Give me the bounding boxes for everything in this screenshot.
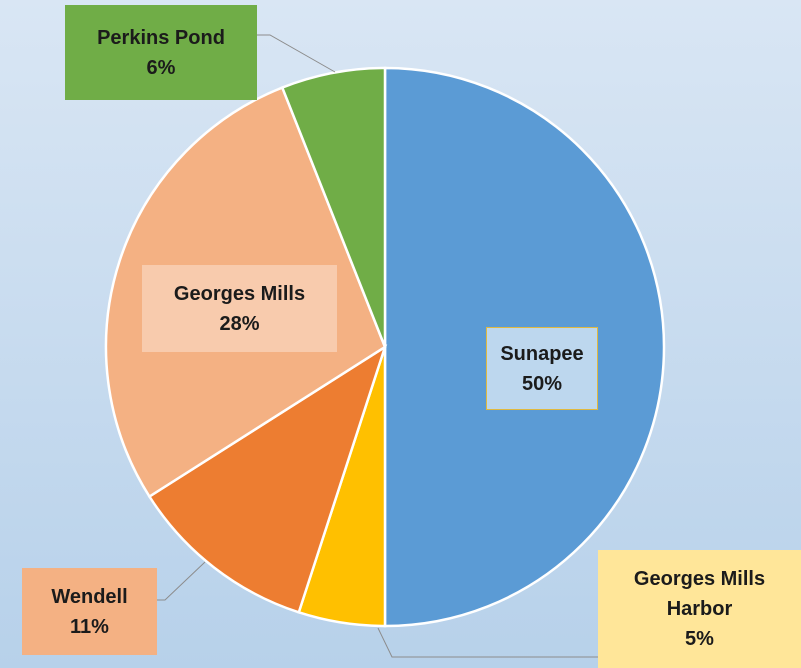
- leader-line: [377, 627, 598, 658]
- data-label: Perkins Pond 6%: [65, 5, 257, 100]
- data-label: Georges Mills Harbor 5%: [598, 550, 801, 668]
- category-label: Perkins Pond: [97, 26, 225, 49]
- pie-slice: [147, 344, 388, 614]
- category-label: Georges Mills: [173, 282, 306, 305]
- leader-line: [257, 34, 336, 73]
- data-label: Wendell 11%: [22, 568, 157, 655]
- value-label: 11%: [70, 615, 109, 638]
- value-label: 5%: [685, 628, 714, 650]
- value-label: 50%: [521, 372, 563, 395]
- data-label: Sunapee 50%: [486, 327, 598, 410]
- category-label: Sunapee: [500, 342, 584, 365]
- category-label: Wendell: [51, 585, 128, 608]
- pie-slice: [280, 66, 387, 348]
- data-label: Georges Mills 28%: [142, 265, 337, 352]
- category-label: Georges Mills Harbor: [633, 568, 766, 620]
- value-label: 28%: [219, 312, 260, 335]
- value-label: 6%: [146, 56, 176, 79]
- leader-line: [157, 561, 206, 601]
- leader-lines: [157, 34, 598, 658]
